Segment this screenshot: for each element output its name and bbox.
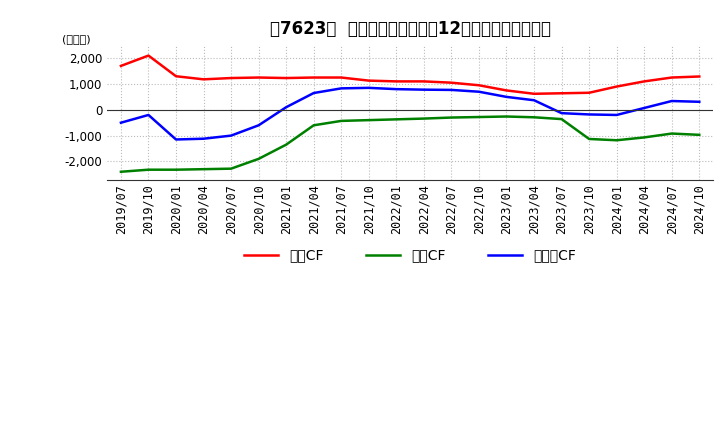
投資CF [695, 132, 703, 137]
営業CF [585, 90, 593, 95]
投資CF [144, 167, 153, 172]
投資CF [612, 138, 621, 143]
投資CF [117, 169, 125, 174]
フリーCF [695, 99, 703, 104]
投資CF [392, 117, 400, 122]
営業CF [144, 53, 153, 58]
Line: フリーCF: フリーCF [121, 88, 699, 139]
営業CF [310, 75, 318, 80]
営業CF [420, 79, 428, 84]
営業CF [530, 91, 539, 96]
フリーCF [227, 133, 235, 138]
営業CF [612, 84, 621, 89]
営業CF [171, 73, 180, 79]
投資CF [310, 123, 318, 128]
営業CF [254, 75, 263, 80]
Title: 【7623】  キャッシュフローの12か月移動合計の推移: 【7623】 キャッシュフローの12か月移動合計の推移 [269, 20, 551, 38]
営業CF [392, 79, 400, 84]
Text: (百万円): (百万円) [62, 34, 90, 44]
投資CF [199, 166, 208, 172]
フリーCF [199, 136, 208, 141]
フリーCF [144, 112, 153, 117]
営業CF [474, 83, 483, 88]
営業CF [282, 75, 290, 81]
フリーCF [530, 98, 539, 103]
フリーCF [612, 112, 621, 117]
フリーCF [337, 86, 346, 91]
フリーCF [171, 137, 180, 142]
投資CF [227, 166, 235, 171]
フリーCF [117, 120, 125, 125]
フリーCF [364, 85, 373, 91]
投資CF [282, 142, 290, 147]
投資CF [640, 135, 649, 140]
フリーCF [392, 87, 400, 92]
営業CF [199, 77, 208, 82]
フリーCF [502, 94, 510, 99]
フリーCF [474, 89, 483, 94]
Line: 投資CF: 投資CF [121, 117, 699, 172]
フリーCF [640, 105, 649, 110]
フリーCF [557, 110, 566, 116]
投資CF [254, 156, 263, 161]
フリーCF [447, 87, 456, 92]
営業CF [337, 75, 346, 80]
投資CF [474, 114, 483, 120]
営業CF [227, 75, 235, 81]
Legend: 営業CF, 投資CF, フリーCF: 営業CF, 投資CF, フリーCF [238, 243, 582, 268]
営業CF [364, 78, 373, 83]
投資CF [420, 116, 428, 121]
フリーCF [585, 112, 593, 117]
営業CF [557, 91, 566, 96]
投資CF [667, 131, 676, 136]
営業CF [117, 63, 125, 69]
投資CF [364, 117, 373, 123]
投資CF [585, 136, 593, 142]
投資CF [530, 115, 539, 120]
投資CF [557, 117, 566, 122]
営業CF [695, 74, 703, 79]
Line: 営業CF: 営業CF [121, 55, 699, 94]
営業CF [447, 80, 456, 85]
フリーCF [282, 105, 290, 110]
フリーCF [420, 87, 428, 92]
フリーCF [310, 90, 318, 95]
投資CF [447, 115, 456, 120]
投資CF [502, 114, 510, 119]
営業CF [502, 88, 510, 93]
フリーCF [667, 99, 676, 104]
投資CF [337, 118, 346, 124]
フリーCF [254, 123, 263, 128]
営業CF [640, 79, 649, 84]
投資CF [171, 167, 180, 172]
営業CF [667, 75, 676, 80]
